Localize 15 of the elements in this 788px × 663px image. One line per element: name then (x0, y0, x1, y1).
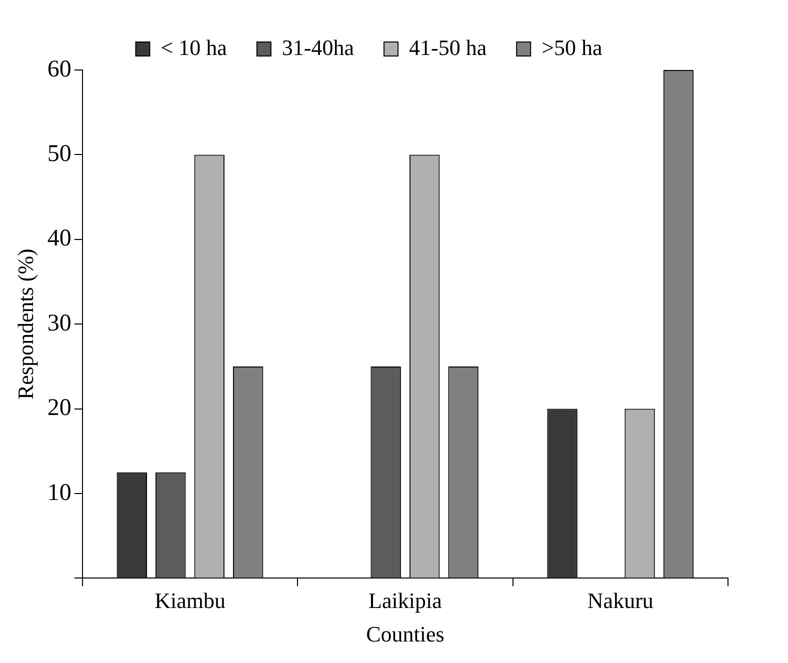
y-tick-label: 10 (47, 480, 72, 506)
legend-label: 31-40ha (282, 34, 354, 60)
y-tick-label: 60 (47, 56, 72, 82)
y-tick-label: 20 (47, 395, 72, 422)
x-axis-title: Counties (366, 622, 444, 647)
x-tick-label: Laikipia (368, 588, 442, 614)
x-tick-label: Kiambu (154, 588, 226, 614)
legend-label: < 10 ha (160, 34, 228, 60)
legend-label: >50 ha (542, 34, 602, 60)
x-tick-label: Nakuru (587, 588, 654, 614)
y-tick-label: 50 (47, 140, 72, 167)
legend-label: 41-50 ha (409, 34, 487, 60)
y-tick-label: 30 (47, 310, 72, 336)
y-axis-title: Respondents (%) (12, 248, 38, 400)
y-tick-label: 40 (47, 226, 72, 252)
